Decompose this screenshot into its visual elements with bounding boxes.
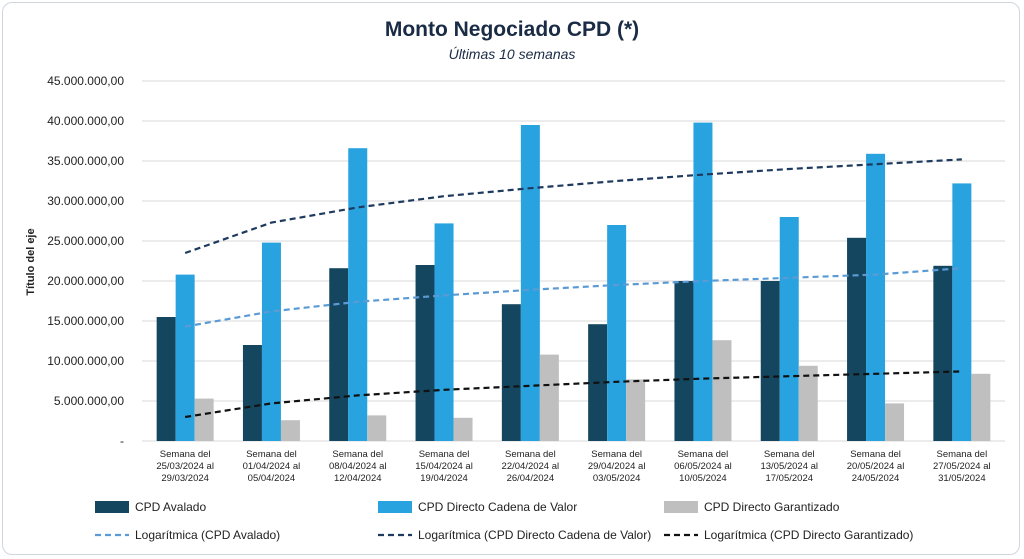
x-tick-label: Semana del 08/04/2024 al 12/04/2024 bbox=[329, 449, 387, 484]
x-tick-label: Semana del 15/04/2024 al 19/04/2024 bbox=[415, 449, 473, 484]
y-tick-label: 5.000.000,00 bbox=[54, 394, 124, 408]
bar bbox=[501, 304, 521, 441]
legend-label: Logarítmica (CPD Directo Garantizado) bbox=[704, 528, 913, 542]
y-tick-label: 10.000.000,00 bbox=[47, 354, 124, 368]
bar bbox=[261, 242, 281, 441]
legend-label: CPD Avalado bbox=[135, 500, 206, 514]
trendline bbox=[184, 267, 962, 328]
bar bbox=[434, 223, 454, 441]
x-tick-labels: Semana del 25/03/2024 al 29/03/2024 Semana … bbox=[156, 449, 990, 484]
legend-swatch bbox=[664, 501, 698, 513]
bar bbox=[866, 153, 886, 442]
chart-title: Monto Negociado CPD (*) bbox=[385, 18, 639, 41]
x-tick-label: Semana del 06/05/2024 al 10/05/2024 bbox=[674, 449, 732, 484]
x-tick-label: Semana del 29/04/2024 al 03/05/2024 bbox=[588, 449, 646, 484]
bar bbox=[156, 317, 176, 441]
bar bbox=[367, 415, 387, 441]
bar bbox=[779, 217, 799, 441]
bar bbox=[348, 148, 368, 441]
bar bbox=[674, 281, 694, 441]
bar bbox=[242, 345, 262, 441]
bar bbox=[712, 340, 732, 441]
y-axis-label: Título del eje bbox=[25, 228, 37, 295]
y-tick-label: 20.000.000,00 bbox=[47, 274, 124, 288]
legend: CPD Avalado CPD Directo Cadena de Valor CP… bbox=[95, 500, 913, 542]
y-tick-label: 35.000.000,00 bbox=[47, 154, 124, 168]
trendline bbox=[184, 158, 962, 255]
bar bbox=[760, 281, 780, 441]
bar bbox=[933, 265, 953, 441]
bar bbox=[885, 403, 905, 441]
legend-label: CPD Directo Cadena de Valor bbox=[418, 500, 577, 514]
bar bbox=[798, 365, 818, 441]
legend-label: Logarítmica (CPD Avalado) bbox=[135, 528, 280, 542]
y-tick-label: 40.000.000,00 bbox=[47, 114, 124, 128]
y-tick-label: 25.000.000,00 bbox=[47, 234, 124, 248]
x-tick-label: Semana del 13/05/2024 al 17/05/2024 bbox=[760, 449, 818, 484]
x-tick-label: Semana del 27/05/2024 al 31/05/2024 bbox=[933, 449, 991, 484]
bar bbox=[280, 420, 300, 441]
bar bbox=[607, 225, 627, 441]
bar bbox=[847, 237, 867, 441]
legend-label: CPD Directo Garantizado bbox=[704, 500, 840, 514]
bar bbox=[175, 274, 195, 441]
chart-subtitle: Últimas 10 semanas bbox=[449, 46, 576, 62]
x-tick-label: Semana del 01/04/2024 al 05/04/2024 bbox=[243, 449, 301, 484]
bar bbox=[415, 265, 435, 441]
x-tick-label: Semana del 22/04/2024 al 26/04/2024 bbox=[502, 449, 560, 484]
y-tick-label: 45.000.000,00 bbox=[47, 74, 124, 88]
y-tick-labels: - 5.000.000,00 10.000.000,00 15.000.000,00 2… bbox=[47, 74, 124, 448]
bar bbox=[952, 183, 972, 441]
y-tick-label: 30.000.000,00 bbox=[47, 194, 124, 208]
bar bbox=[971, 373, 991, 441]
bar bbox=[539, 354, 559, 441]
bar bbox=[520, 125, 540, 441]
y-tick-label: 15.000.000,00 bbox=[47, 314, 124, 328]
bar bbox=[453, 417, 473, 441]
bar bbox=[626, 379, 646, 441]
y-tick-label: - bbox=[120, 434, 124, 448]
legend-swatch bbox=[95, 501, 129, 513]
bar bbox=[329, 268, 349, 441]
bar bbox=[194, 398, 214, 441]
trendlines bbox=[184, 158, 962, 419]
x-tick-label: Semana del 25/03/2024 al 29/03/2024 bbox=[156, 449, 214, 484]
bars bbox=[156, 122, 991, 442]
x-tick-label: Semana del 20/05/2024 al 24/05/2024 bbox=[847, 449, 905, 484]
legend-swatch bbox=[378, 501, 412, 513]
trendline bbox=[184, 370, 962, 419]
legend-label: Logarítmica (CPD Directo Cadena de Valor… bbox=[418, 528, 651, 542]
